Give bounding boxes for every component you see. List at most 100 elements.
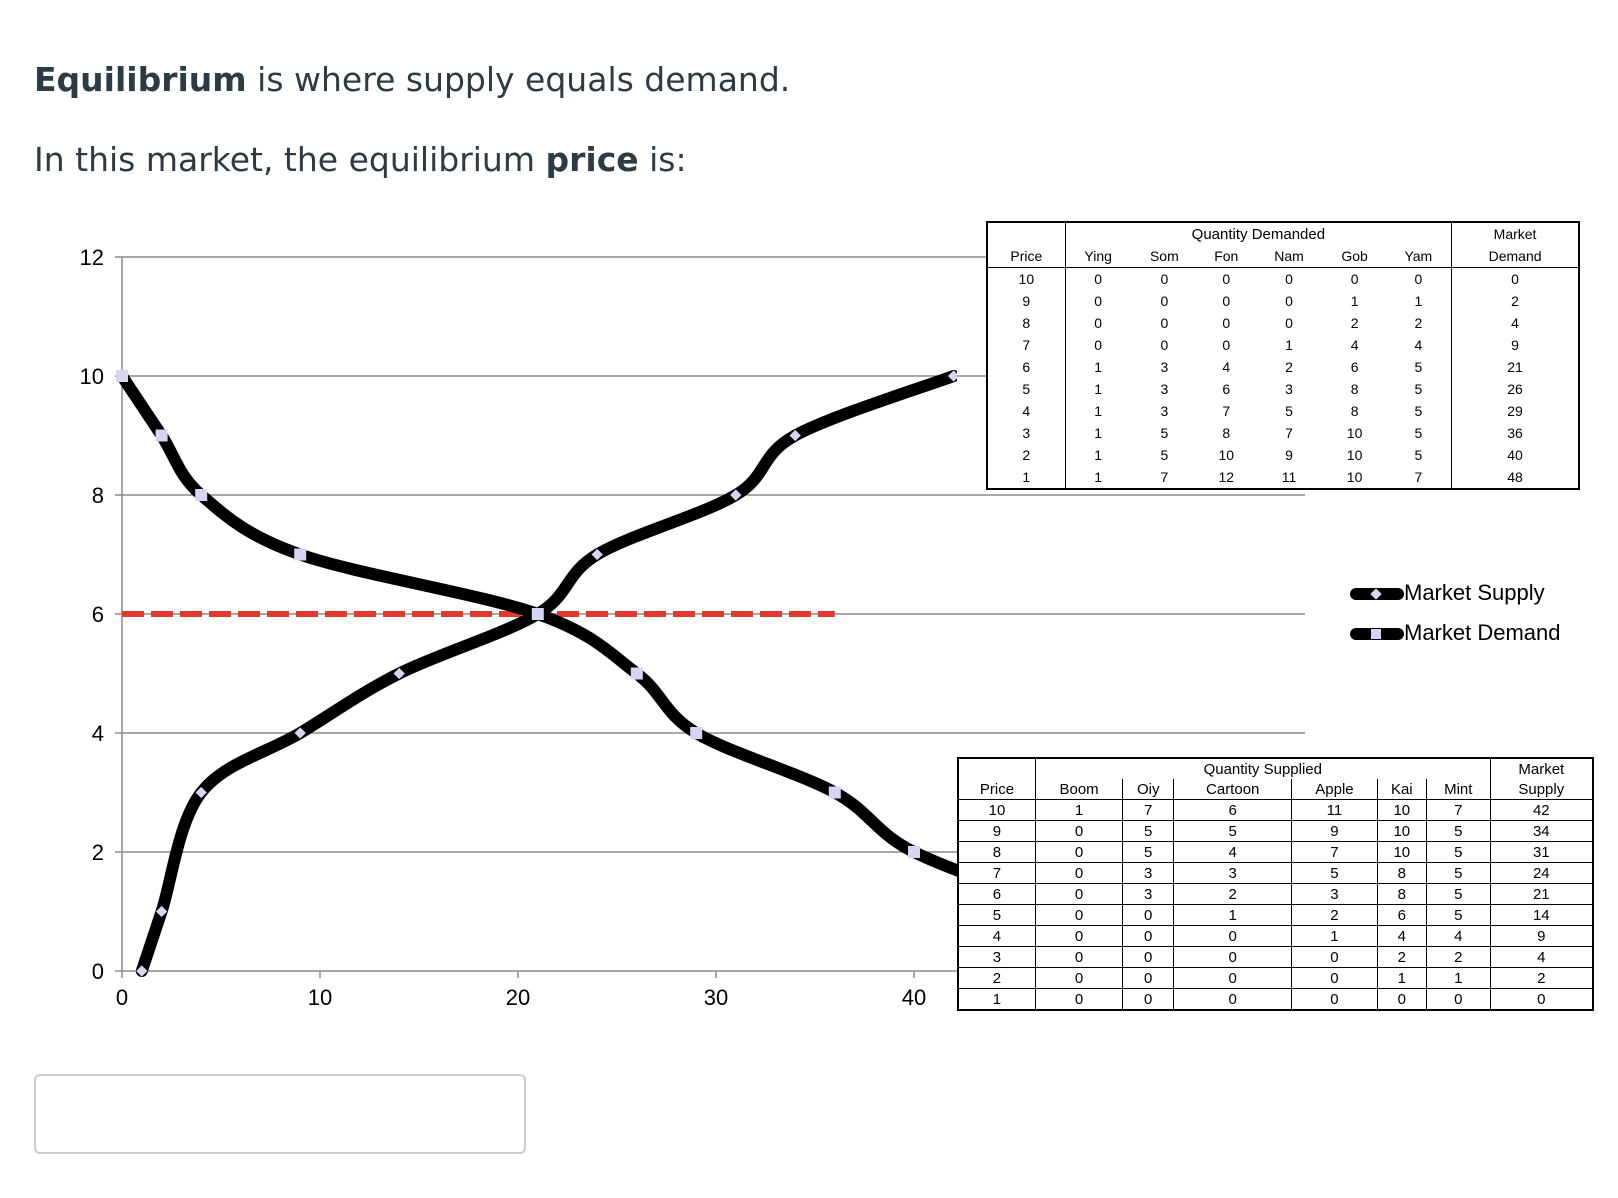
supply-cell: 0: [1034, 904, 1124, 926]
demand-point: [294, 548, 307, 561]
demand-cell: 10: [1018, 271, 1035, 287]
demand-cell: 10: [1346, 447, 1363, 463]
supply-cell: 0: [1173, 967, 1293, 989]
demand-cell: 4: [1451, 312, 1579, 334]
supply-group-header: Quantity Supplied: [1034, 758, 1491, 779]
demand-price-header-top: [987, 222, 1065, 245]
demand-cell: 48: [1451, 466, 1579, 489]
demand-cell: 0: [1285, 315, 1293, 331]
demand-cell: 0: [1350, 271, 1359, 287]
supply-cell: 4: [957, 925, 1036, 947]
supply-cell: 0: [1173, 946, 1293, 968]
supply-cell: 5: [1425, 883, 1491, 905]
y-tick-label: 4: [92, 721, 104, 746]
demand-cell: 5: [1285, 403, 1293, 419]
supply-col-boom: Boom: [1034, 779, 1124, 800]
question-line-1-text: is where supply equals demand.: [246, 60, 791, 99]
demand-point: [690, 727, 703, 739]
supply-cell: 0: [1122, 904, 1175, 926]
y-tick-label: 12: [80, 245, 104, 270]
supply-cell: 3: [1122, 862, 1175, 884]
supply-cell: 1: [1376, 967, 1427, 989]
supply-total-header-1: Market: [1489, 758, 1594, 779]
supply-cell: 5: [1425, 841, 1491, 863]
supply-cell: 10: [1376, 820, 1427, 842]
demand-cell: 2: [1022, 447, 1031, 463]
supply-col-price: Price: [957, 779, 1036, 800]
demand-point: [155, 429, 168, 442]
supply-cell: 0: [1034, 925, 1124, 947]
demand-cell: 3: [1160, 381, 1169, 397]
demand-cell: 0: [1285, 293, 1293, 309]
demand-cell: 4: [1022, 403, 1031, 419]
demand-cell: 2: [1285, 359, 1293, 375]
quantity-demanded-table: Quantity Demanded Market Price Ying Som …: [986, 221, 1580, 490]
supply-cell: 7: [1425, 799, 1491, 821]
demand-cell: 1: [1064, 400, 1131, 422]
demand-cell: 0: [1222, 337, 1231, 353]
supply-point: [294, 727, 306, 739]
demand-cell: 7: [1222, 403, 1231, 419]
demand-cell: 11: [1281, 469, 1297, 485]
supply-price-header-top: [957, 758, 1036, 779]
supply-cell: 3: [1122, 883, 1175, 905]
answer-box: [34, 1074, 526, 1154]
demand-cell: 4: [1350, 337, 1359, 353]
demand-cell: 5: [1414, 359, 1423, 375]
supply-cell: 0: [1122, 988, 1175, 1011]
supply-table-body: 10 1 7 6 11 10 7 42 9 0 5 5 9 10 5 34 8 0 5 4 7 10 5 31 7 0 3 3 5 8 5 2…: [957, 799, 1594, 1011]
supply-cell: 0: [1034, 883, 1124, 905]
legend-market-supply: Market Supply: [1350, 580, 1545, 606]
supply-cell: 31: [1489, 841, 1594, 863]
supply-cell: 6: [1173, 799, 1293, 821]
supply-col-apple: Apple: [1291, 779, 1378, 800]
demand-cell: 7: [1285, 425, 1293, 441]
demand-row: 7 0 0 0 1 4 4 9: [987, 334, 1579, 356]
demand-row: 2 1 5 10 9 10 5 40: [987, 444, 1579, 466]
demand-cell: 8: [1350, 403, 1359, 419]
chart-tick-labels: 0 2 4 6 8 10 12 0 10 20 30 40: [80, 245, 927, 1010]
series-line: [135, 370, 957, 977]
supply-cell: 0: [1425, 988, 1491, 1011]
demand-col-fon: Fon: [1198, 245, 1255, 268]
demand-cell: 8: [1350, 381, 1359, 397]
x-tick-label: 30: [704, 985, 728, 1010]
chart-series: [116, 370, 957, 977]
demand-cell: 1: [1285, 337, 1293, 353]
demand-cell: 0: [1160, 293, 1169, 309]
supply-cell: 0: [1034, 862, 1124, 884]
demand-cell: 0: [1222, 293, 1231, 309]
supply-point: [947, 370, 957, 382]
supply-cell: 5: [1425, 820, 1491, 842]
legend-market-demand: Market Demand: [1350, 620, 1561, 646]
question-line-1: Equilibrium is where supply equals deman…: [34, 60, 790, 100]
answer-input[interactable]: [36, 1076, 524, 1152]
demand-cell: 7: [1022, 337, 1031, 353]
demand-point: [116, 370, 128, 382]
supply-cell: 5: [1425, 904, 1491, 926]
supply-cell: 1: [1291, 925, 1378, 947]
demand-total-header-1: Market: [1451, 222, 1579, 245]
supply-cell: 1: [1173, 904, 1293, 926]
supply-cell: 14: [1489, 904, 1594, 926]
supply-cell: 0: [1376, 988, 1427, 1011]
demand-cell: 0: [1064, 312, 1131, 334]
series-market-supply: [135, 370, 957, 977]
supply-col-kai: Kai: [1376, 779, 1427, 800]
demand-point: [908, 846, 920, 858]
demand-cell: 2: [1451, 290, 1579, 312]
demand-cell: 3: [1160, 403, 1169, 419]
demand-cell: 10: [1346, 469, 1363, 485]
demand-cell: 5: [1160, 425, 1169, 441]
supply-col-mint: Mint: [1425, 779, 1491, 800]
supply-point: [730, 489, 742, 501]
demand-cell: 6: [1222, 381, 1231, 397]
supply-point: [591, 548, 603, 561]
supply-cell: 2: [1291, 904, 1378, 926]
supply-point: [136, 965, 148, 977]
supply-point: [789, 429, 801, 442]
supply-cell: 5: [1173, 820, 1293, 842]
x-tick-label: 0: [116, 985, 128, 1010]
quantity-supplied-table: Quantity Supplied Market Price Boom Oiy …: [957, 757, 1594, 1011]
